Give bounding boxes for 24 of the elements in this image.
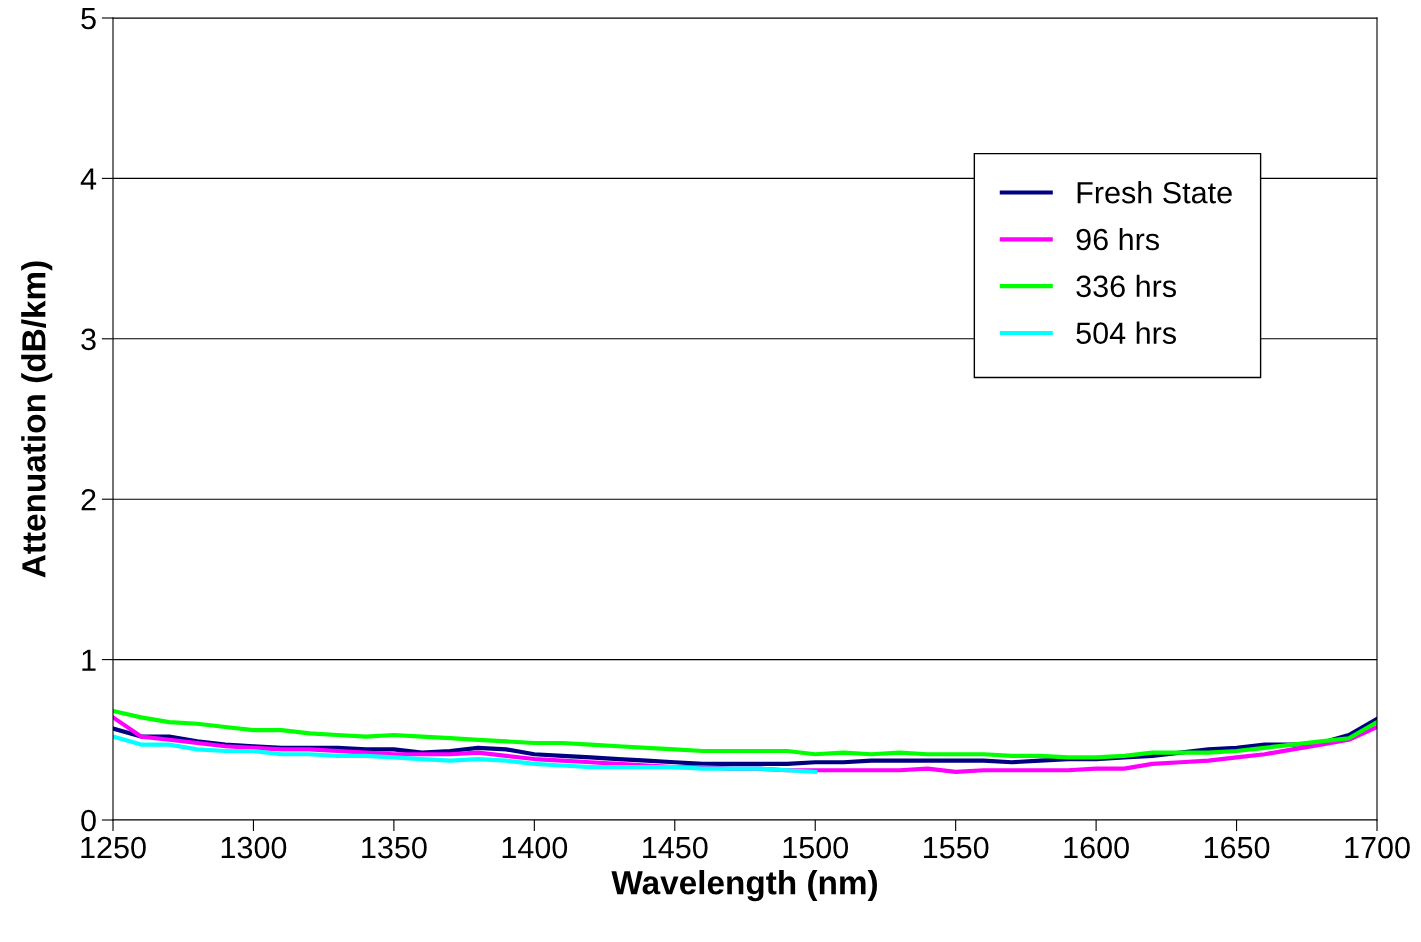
legend-label: 336 hrs bbox=[1076, 274, 1176, 298]
legend-label: 96 hrs bbox=[1076, 227, 1159, 251]
x-tick-label: 1250 bbox=[81, 836, 146, 859]
x-tick-label: 1650 bbox=[1204, 836, 1270, 859]
y-tick-label: 0 bbox=[81, 809, 96, 832]
x-tick-label: 1400 bbox=[502, 836, 568, 859]
x-tick-label: 1700 bbox=[1345, 836, 1410, 859]
x-axis-title: Wavelength (nm) bbox=[611, 870, 877, 902]
x-tick-label: 1350 bbox=[362, 836, 427, 859]
x-tick-label: 1500 bbox=[783, 836, 849, 859]
x-tick-label: 1550 bbox=[924, 836, 989, 859]
x-tick-label: 1300 bbox=[221, 836, 287, 859]
x-tick-label: 1450 bbox=[643, 836, 708, 859]
y-tick-label: 2 bbox=[81, 488, 96, 511]
legend-label: 504 hrs bbox=[1076, 321, 1176, 344]
y-tick-label: 4 bbox=[80, 168, 97, 190]
y-tick-label: 3 bbox=[81, 328, 96, 351]
x-tick-label: 1600 bbox=[1064, 836, 1129, 859]
y-tick-label: 1 bbox=[82, 649, 96, 671]
line-series bbox=[113, 708, 1377, 760]
y-tick-label: 5 bbox=[81, 8, 96, 30]
y-axis-title: Attenuation (dB/km) bbox=[21, 261, 53, 578]
legend-label: Fresh State bbox=[1077, 181, 1232, 204]
line-series bbox=[113, 734, 818, 774]
